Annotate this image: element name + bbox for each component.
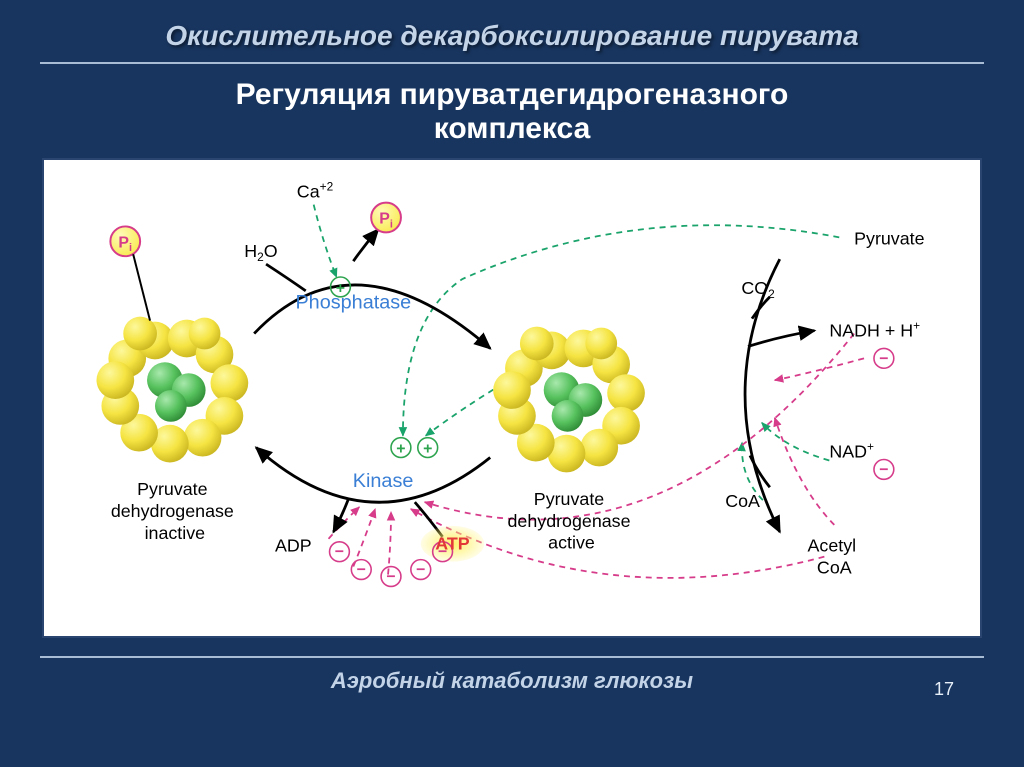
pi-left: Pi <box>110 226 150 320</box>
svg-text:−: − <box>357 562 366 579</box>
footer: Аэробный катаболизм глюкозы 17 <box>0 658 1024 704</box>
coa-label: CoA <box>725 491 760 511</box>
phosphatase-label: Phosphatase <box>295 292 411 314</box>
page-number: 17 <box>934 679 954 700</box>
subtitle-line1: Регуляция пируватдегидрогеназного <box>236 78 789 111</box>
inactive-label: Pyruvate dehydrogenase inactive <box>111 479 239 543</box>
svg-text:−: − <box>416 562 425 579</box>
ca2-label: Ca+2 <box>297 180 334 202</box>
slide-title: Окислительное декарбоксилирование пирува… <box>0 0 1024 62</box>
subtitle: Регуляция пируватдегидрогеназного компле… <box>0 64 1024 158</box>
kinase-label: Kinase <box>353 470 414 492</box>
active-label: Pyruvate dehydrogenase active <box>507 489 635 553</box>
h2o-label: H2O <box>244 241 278 264</box>
diagram-container: Pi Pi +++ −−− −− −− <box>42 158 982 638</box>
nad-label: NAD+ <box>829 440 874 462</box>
pi-right: Pi <box>371 203 401 233</box>
svg-text:−: − <box>335 544 344 561</box>
atp-label: ATP <box>435 534 469 554</box>
adp-label: ADP <box>275 536 312 556</box>
svg-text:+: + <box>423 441 432 458</box>
subtitle-line2: комплекса <box>434 112 591 145</box>
svg-text:−: − <box>879 461 888 478</box>
nadh-label: NADH + H+ <box>829 319 920 341</box>
footer-text: Аэробный катаболизм глюкозы <box>331 668 693 694</box>
svg-text:+: + <box>396 441 405 458</box>
inactive-complex <box>96 317 248 463</box>
diagram-svg: Pi Pi +++ −−− −− −− <box>44 160 980 636</box>
acetyl-label: Acetyl CoA <box>808 536 862 578</box>
svg-text:−: − <box>386 568 395 585</box>
svg-text:−: − <box>879 350 888 367</box>
pyruvate-label: Pyruvate <box>854 228 924 248</box>
active-complex <box>493 327 645 473</box>
